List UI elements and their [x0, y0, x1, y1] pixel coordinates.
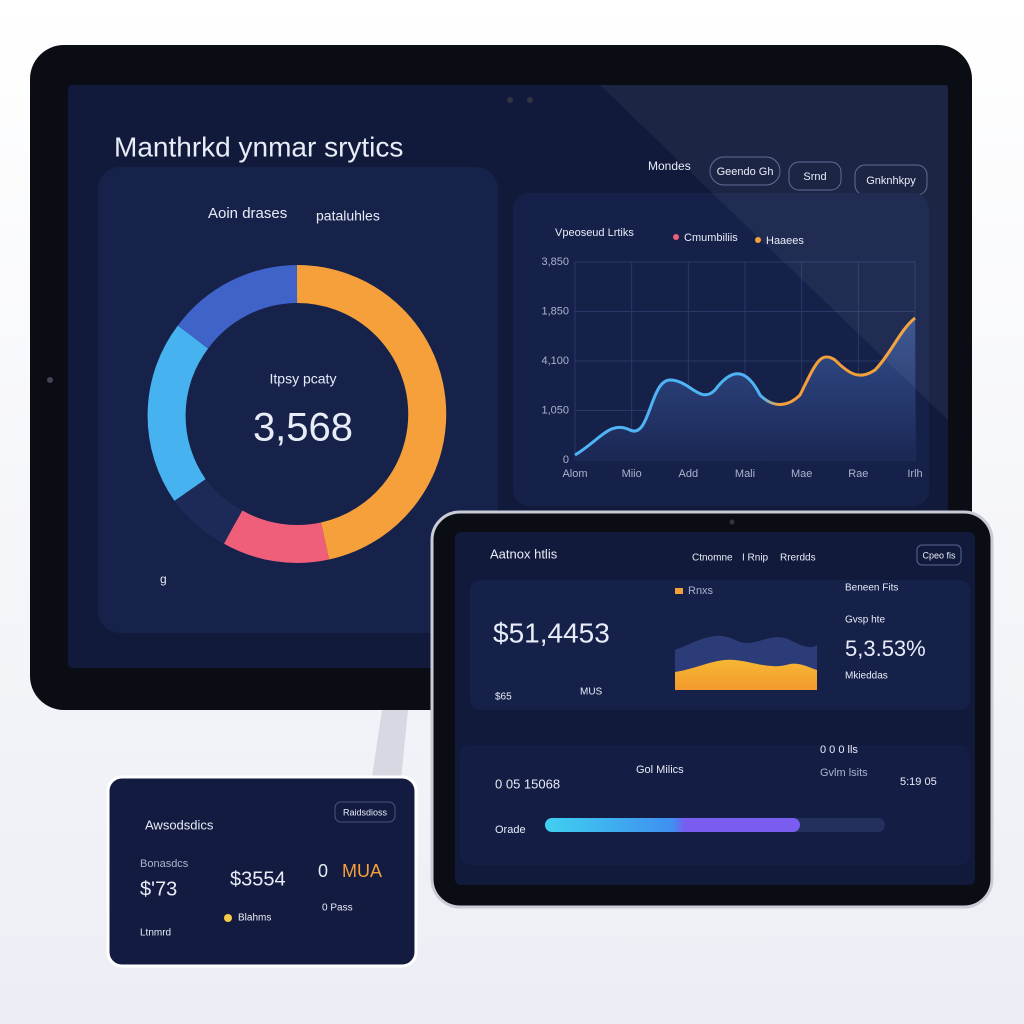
tablet-title: Aatnox htlis: [490, 546, 558, 561]
line: [574, 316, 916, 457]
progress-panel: [460, 745, 970, 865]
x-tick-label: Add: [679, 468, 699, 480]
donut-segment: [147, 325, 209, 501]
button[interactable]: [916, 544, 962, 566]
camera: [507, 97, 513, 103]
toolbar-button[interactable]: Gnknhkpy: [866, 175, 916, 187]
panel-subtitle: pataluhles: [316, 208, 380, 224]
stat-sub: Gvlm lsits: [820, 767, 868, 779]
camera: [527, 97, 533, 103]
button-label[interactable]: Raidsdioss: [343, 807, 388, 817]
phone-value: $3554: [230, 868, 286, 890]
progress-label: Orade: [495, 824, 526, 836]
legend-entry: Haaees: [766, 235, 804, 247]
pill-button[interactable]: [709, 156, 781, 186]
x-tick-label: Mae: [791, 468, 812, 480]
stat: 5:19 05: [900, 776, 937, 788]
pill-button[interactable]: [788, 161, 842, 191]
x-axis: Alom Miio Add Mali Mae Rae Irlh: [562, 468, 922, 480]
toolbar-button[interactable]: Geendo Gh: [717, 166, 774, 178]
y-tick-label: 0: [563, 454, 569, 466]
phone-title: Awsodsdics: [145, 817, 214, 832]
phone: [106, 775, 418, 968]
kpi-sub: MUS: [580, 687, 603, 698]
toolbar-button[interactable]: Srnd: [803, 171, 826, 183]
legend-entry: Cmumbiliis: [684, 232, 738, 244]
panel-title: Aoin drases: [208, 205, 287, 222]
tab[interactable]: I Rnip: [742, 553, 769, 564]
donut-segment: [223, 510, 330, 563]
y-tick-label: 3,850: [541, 256, 569, 268]
donut-segment: [296, 264, 447, 560]
x-tick-label: Miio: [622, 468, 642, 480]
kpi-value: 5,3.53%: [845, 636, 926, 661]
phone-value: 0: [318, 861, 328, 881]
phone-foot: 0 Pass: [322, 903, 353, 914]
phone-foot: Ltnmrd: [140, 928, 171, 939]
donut-segment: [177, 265, 298, 349]
donut-segment: [174, 478, 243, 544]
phone-label: Bonasdcs: [140, 858, 189, 870]
legend-dot: [673, 234, 679, 240]
progress-fill: [545, 818, 800, 832]
area-fill: [575, 318, 915, 460]
legend: Vpeoseud Lrtiks Cmumbiliis Haaees: [555, 227, 804, 247]
chart-label: Rnxs: [688, 585, 714, 597]
stat: 0 05 15068: [495, 776, 560, 791]
glare: [600, 85, 948, 420]
kpi-label: Gvsp hte: [845, 615, 885, 626]
sensor: [47, 377, 53, 383]
kpi-title: Beneen Fits: [845, 583, 898, 594]
y-tick-label: 4,100: [541, 355, 569, 367]
x-tick-label: Rae: [848, 468, 868, 480]
button-label[interactable]: Cpeo fis: [922, 550, 956, 560]
chart-key: [675, 588, 683, 594]
dot: [224, 914, 232, 922]
legend-entry: Vpeoseud Lrtiks: [555, 227, 634, 239]
kpi-value: $51,4453: [493, 617, 610, 648]
dashboard-title: Manthrkd ynmar srytics: [114, 131, 403, 162]
y-tick-label: 1,050: [541, 404, 569, 416]
footnote: g: [160, 572, 167, 586]
stat: 0 0 0 lls: [820, 744, 858, 756]
donut-value: 3,568: [253, 406, 353, 450]
x-tick-label: Irlh: [907, 468, 922, 480]
tab[interactable]: Ctnomne: [692, 553, 733, 564]
stat: Gol Milics: [636, 764, 684, 776]
phone-foot: Blahms: [238, 913, 271, 924]
button[interactable]: [334, 801, 396, 823]
toolbar-button[interactable]: Mondes: [648, 159, 691, 173]
phone-value: $'73: [140, 878, 177, 900]
monitor-stand: [370, 690, 410, 790]
phone-value: MUA: [342, 861, 382, 881]
kpi-sub: $65: [495, 692, 512, 703]
camera: [729, 519, 735, 525]
x-tick-label: Mali: [735, 468, 755, 480]
mini-area: [675, 659, 817, 690]
donut-label: Itpsy pcaty: [270, 371, 337, 387]
toolbar: Mondes Geendo Gh Srnd Gnknhkpy: [648, 156, 928, 196]
x-tick-label: Alom: [562, 468, 587, 480]
tab[interactable]: Rrerdds: [780, 553, 816, 564]
donut: [147, 264, 447, 563]
legend-dot: [755, 237, 761, 243]
kpi-caption: Mkieddas: [845, 671, 888, 682]
y-tick-label: 1,850: [541, 305, 569, 317]
